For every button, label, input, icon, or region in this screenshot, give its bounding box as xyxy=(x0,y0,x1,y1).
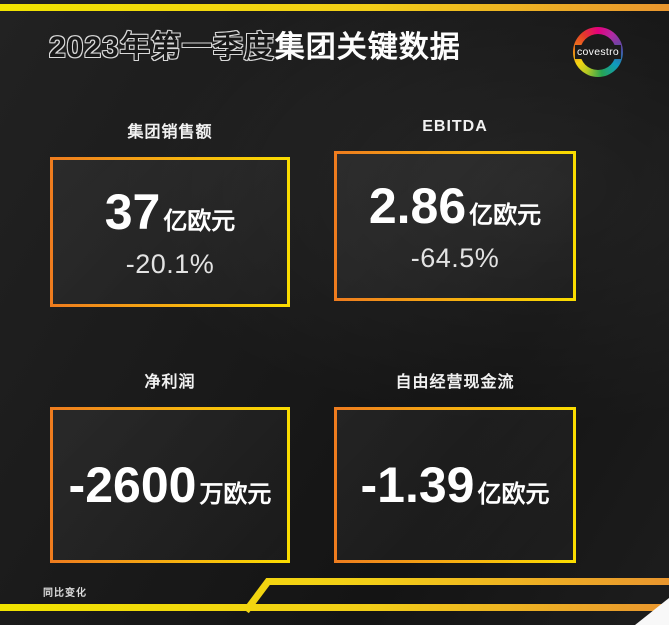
kpi-change: -64.5% xyxy=(410,242,500,273)
kpi-card-ebitda: EBITDA 2.86 亿欧元 -64.5% xyxy=(334,118,576,301)
kpi-value-box: 37 亿欧元 -20.1% xyxy=(50,157,290,307)
kpi-unit: 亿欧元 xyxy=(163,207,236,235)
kpi-label: 净利润 xyxy=(144,374,196,391)
bottom-line-branch xyxy=(243,578,669,614)
kpi-number: 2.86 xyxy=(368,177,467,234)
kpi-number: -1.39 xyxy=(360,457,475,513)
kpi-value: -1.39 亿欧元 xyxy=(361,460,550,510)
top-accent-line xyxy=(0,4,669,11)
logo-wordmark: covestro xyxy=(574,45,622,59)
kpi-card-free-cash-flow: 自由经营现金流 -1.39 亿欧元 xyxy=(334,368,576,563)
kpi-number: -2600 xyxy=(68,457,197,513)
kpi-label: 自由经营现金流 xyxy=(395,374,515,391)
kpi-number: 37 xyxy=(104,183,161,240)
title-outline-segment: 2023年第一季度 xyxy=(49,31,275,64)
kpi-card-sales: 集团销售额 37 亿欧元 -20.1% xyxy=(50,118,290,307)
yoy-change-footnote: 同比变化 xyxy=(43,588,87,599)
bottom-fork-line xyxy=(0,578,669,614)
kpi-label: EBITDA xyxy=(422,118,488,135)
kpi-card-net-profit: 净利润 -2600 万欧元 xyxy=(50,368,290,563)
title-solid-segment: 集团关键数据 xyxy=(274,31,461,64)
kpi-unit: 亿欧元 xyxy=(477,481,550,508)
kpi-unit: 亿欧元 xyxy=(469,201,542,229)
kpi-unit: 万欧元 xyxy=(199,481,272,508)
kpi-value: 2.86 亿欧元 xyxy=(369,181,541,231)
kpi-value-box: -1.39 亿欧元 xyxy=(334,407,576,563)
kpi-value: -2600 万欧元 xyxy=(69,460,272,510)
page-title: 2023年第一季度集团关键数据 xyxy=(49,31,461,64)
covestro-logo: covestro xyxy=(573,27,623,77)
kpi-value-box: -2600 万欧元 xyxy=(50,407,290,563)
kpi-change: -20.1% xyxy=(125,248,215,279)
kpi-value: 37 亿欧元 xyxy=(105,187,236,237)
kpi-value-box: 2.86 亿欧元 -64.5% xyxy=(334,151,576,301)
kpi-label: 集团销售额 xyxy=(127,124,213,141)
